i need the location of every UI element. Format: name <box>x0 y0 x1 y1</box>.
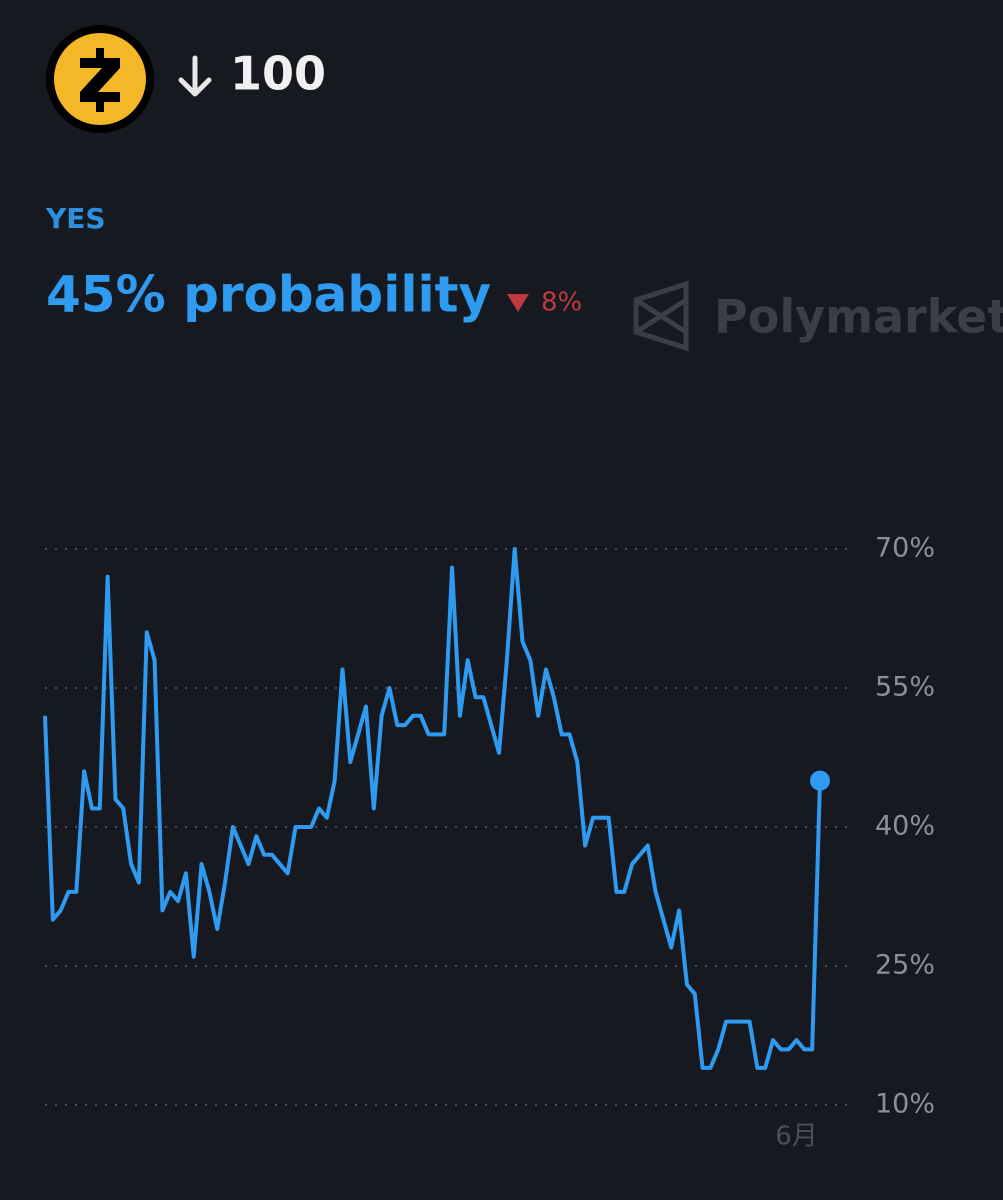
y-tick-label: 25% <box>875 950 935 981</box>
x-tick-label: 6月 <box>775 1122 818 1152</box>
y-tick-label: 70% <box>875 533 935 564</box>
outcome-label: YES <box>45 202 106 235</box>
y-tick-label: 55% <box>875 672 935 703</box>
watermark: Polymarket <box>714 290 1003 344</box>
header-value: 100 <box>230 47 326 101</box>
down-triangle-icon <box>507 294 529 312</box>
series-line <box>43 547 822 1070</box>
change: 8% <box>541 288 582 318</box>
coin-logo <box>46 25 154 133</box>
down-arrow-icon <box>178 55 212 97</box>
end-point <box>810 770 830 791</box>
probability: 45% probability <box>46 266 491 324</box>
watermark-icon <box>633 280 689 352</box>
y-tick-label: 40% <box>875 811 935 842</box>
y-tick-label: 10% <box>875 1089 935 1120</box>
